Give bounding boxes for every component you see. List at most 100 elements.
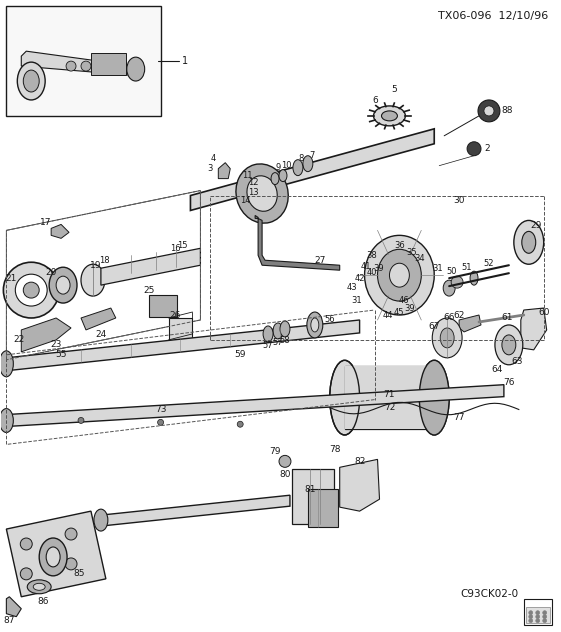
Ellipse shape [49, 267, 77, 303]
Text: 40: 40 [366, 268, 377, 277]
Text: 26: 26 [170, 310, 181, 320]
Text: 57: 57 [273, 338, 283, 348]
Text: 51: 51 [462, 263, 472, 272]
Text: 13: 13 [248, 188, 259, 197]
Text: 64: 64 [491, 365, 503, 374]
Polygon shape [101, 495, 290, 526]
Ellipse shape [23, 70, 39, 92]
Circle shape [536, 611, 540, 615]
Text: 31: 31 [432, 264, 443, 273]
Text: 52: 52 [484, 258, 494, 268]
Text: 45: 45 [393, 308, 404, 317]
Ellipse shape [432, 318, 462, 358]
Ellipse shape [280, 321, 290, 337]
Bar [168, 318, 192, 340]
Polygon shape [6, 320, 360, 371]
Circle shape [536, 619, 540, 623]
Text: 12: 12 [248, 178, 259, 187]
Text: 56: 56 [324, 315, 335, 324]
Text: 58: 58 [280, 336, 290, 346]
Text: 44: 44 [382, 310, 393, 320]
Circle shape [542, 611, 546, 615]
Text: 30: 30 [453, 196, 465, 205]
Ellipse shape [33, 583, 45, 590]
Circle shape [451, 276, 463, 288]
Text: 39: 39 [373, 264, 384, 273]
Ellipse shape [378, 249, 421, 301]
Text: 34: 34 [414, 254, 425, 263]
Text: 38: 38 [366, 251, 377, 260]
Text: 71: 71 [384, 390, 395, 399]
Text: 27: 27 [314, 256, 325, 265]
Circle shape [78, 418, 84, 423]
Bar [6, 6, 160, 116]
Text: 46: 46 [399, 296, 410, 305]
Text: 62: 62 [453, 310, 465, 320]
Text: 15: 15 [177, 241, 188, 250]
Text: 6: 6 [373, 97, 379, 106]
Text: 50: 50 [446, 267, 457, 276]
Ellipse shape [81, 264, 105, 296]
Circle shape [20, 568, 32, 580]
Text: 85: 85 [73, 569, 85, 578]
Text: 5: 5 [392, 85, 397, 94]
Ellipse shape [522, 231, 536, 253]
Text: 86: 86 [38, 597, 49, 606]
Text: 82: 82 [354, 457, 365, 466]
Ellipse shape [27, 580, 51, 594]
Text: 55: 55 [56, 350, 67, 360]
Circle shape [96, 61, 106, 71]
Text: 29: 29 [530, 221, 541, 230]
Bar [292, 470, 334, 524]
Polygon shape [255, 216, 340, 270]
Circle shape [237, 422, 243, 427]
Polygon shape [340, 459, 379, 511]
Ellipse shape [311, 318, 319, 332]
Text: 67: 67 [429, 322, 440, 331]
Text: 4: 4 [211, 154, 216, 163]
Text: 66: 66 [443, 313, 455, 322]
Text: C93CK02-0: C93CK02-0 [461, 589, 519, 599]
Text: 1: 1 [182, 56, 188, 66]
Ellipse shape [127, 57, 145, 81]
Text: 35: 35 [406, 248, 417, 257]
Polygon shape [190, 129, 434, 210]
Bar [344, 366, 434, 430]
Circle shape [158, 420, 164, 425]
Circle shape [467, 142, 481, 155]
Circle shape [65, 558, 77, 570]
Circle shape [3, 262, 59, 318]
Ellipse shape [39, 538, 67, 576]
Circle shape [20, 538, 32, 550]
Bar [149, 295, 177, 317]
Text: 10: 10 [280, 161, 291, 170]
Ellipse shape [94, 509, 108, 531]
Circle shape [66, 61, 76, 71]
Ellipse shape [365, 235, 434, 315]
Text: 19: 19 [90, 261, 102, 270]
Ellipse shape [440, 328, 454, 348]
Ellipse shape [495, 325, 523, 365]
Ellipse shape [389, 264, 410, 287]
Polygon shape [218, 162, 230, 179]
Circle shape [529, 619, 533, 623]
Text: 17: 17 [40, 218, 52, 227]
Circle shape [529, 615, 533, 619]
Bar [524, 599, 551, 624]
Circle shape [529, 611, 533, 615]
Ellipse shape [502, 335, 516, 355]
Text: 61: 61 [501, 313, 513, 322]
Text: 72: 72 [384, 403, 395, 412]
Ellipse shape [273, 323, 283, 339]
Text: 80: 80 [279, 470, 291, 479]
Polygon shape [6, 385, 504, 427]
Ellipse shape [0, 409, 13, 432]
Text: 23: 23 [50, 341, 62, 349]
Text: 42: 42 [355, 274, 365, 283]
Ellipse shape [56, 276, 70, 294]
Text: 8: 8 [298, 154, 304, 163]
Text: 11: 11 [242, 171, 252, 180]
Ellipse shape [263, 326, 273, 342]
Text: 9: 9 [275, 163, 280, 172]
Text: 31: 31 [351, 296, 362, 305]
